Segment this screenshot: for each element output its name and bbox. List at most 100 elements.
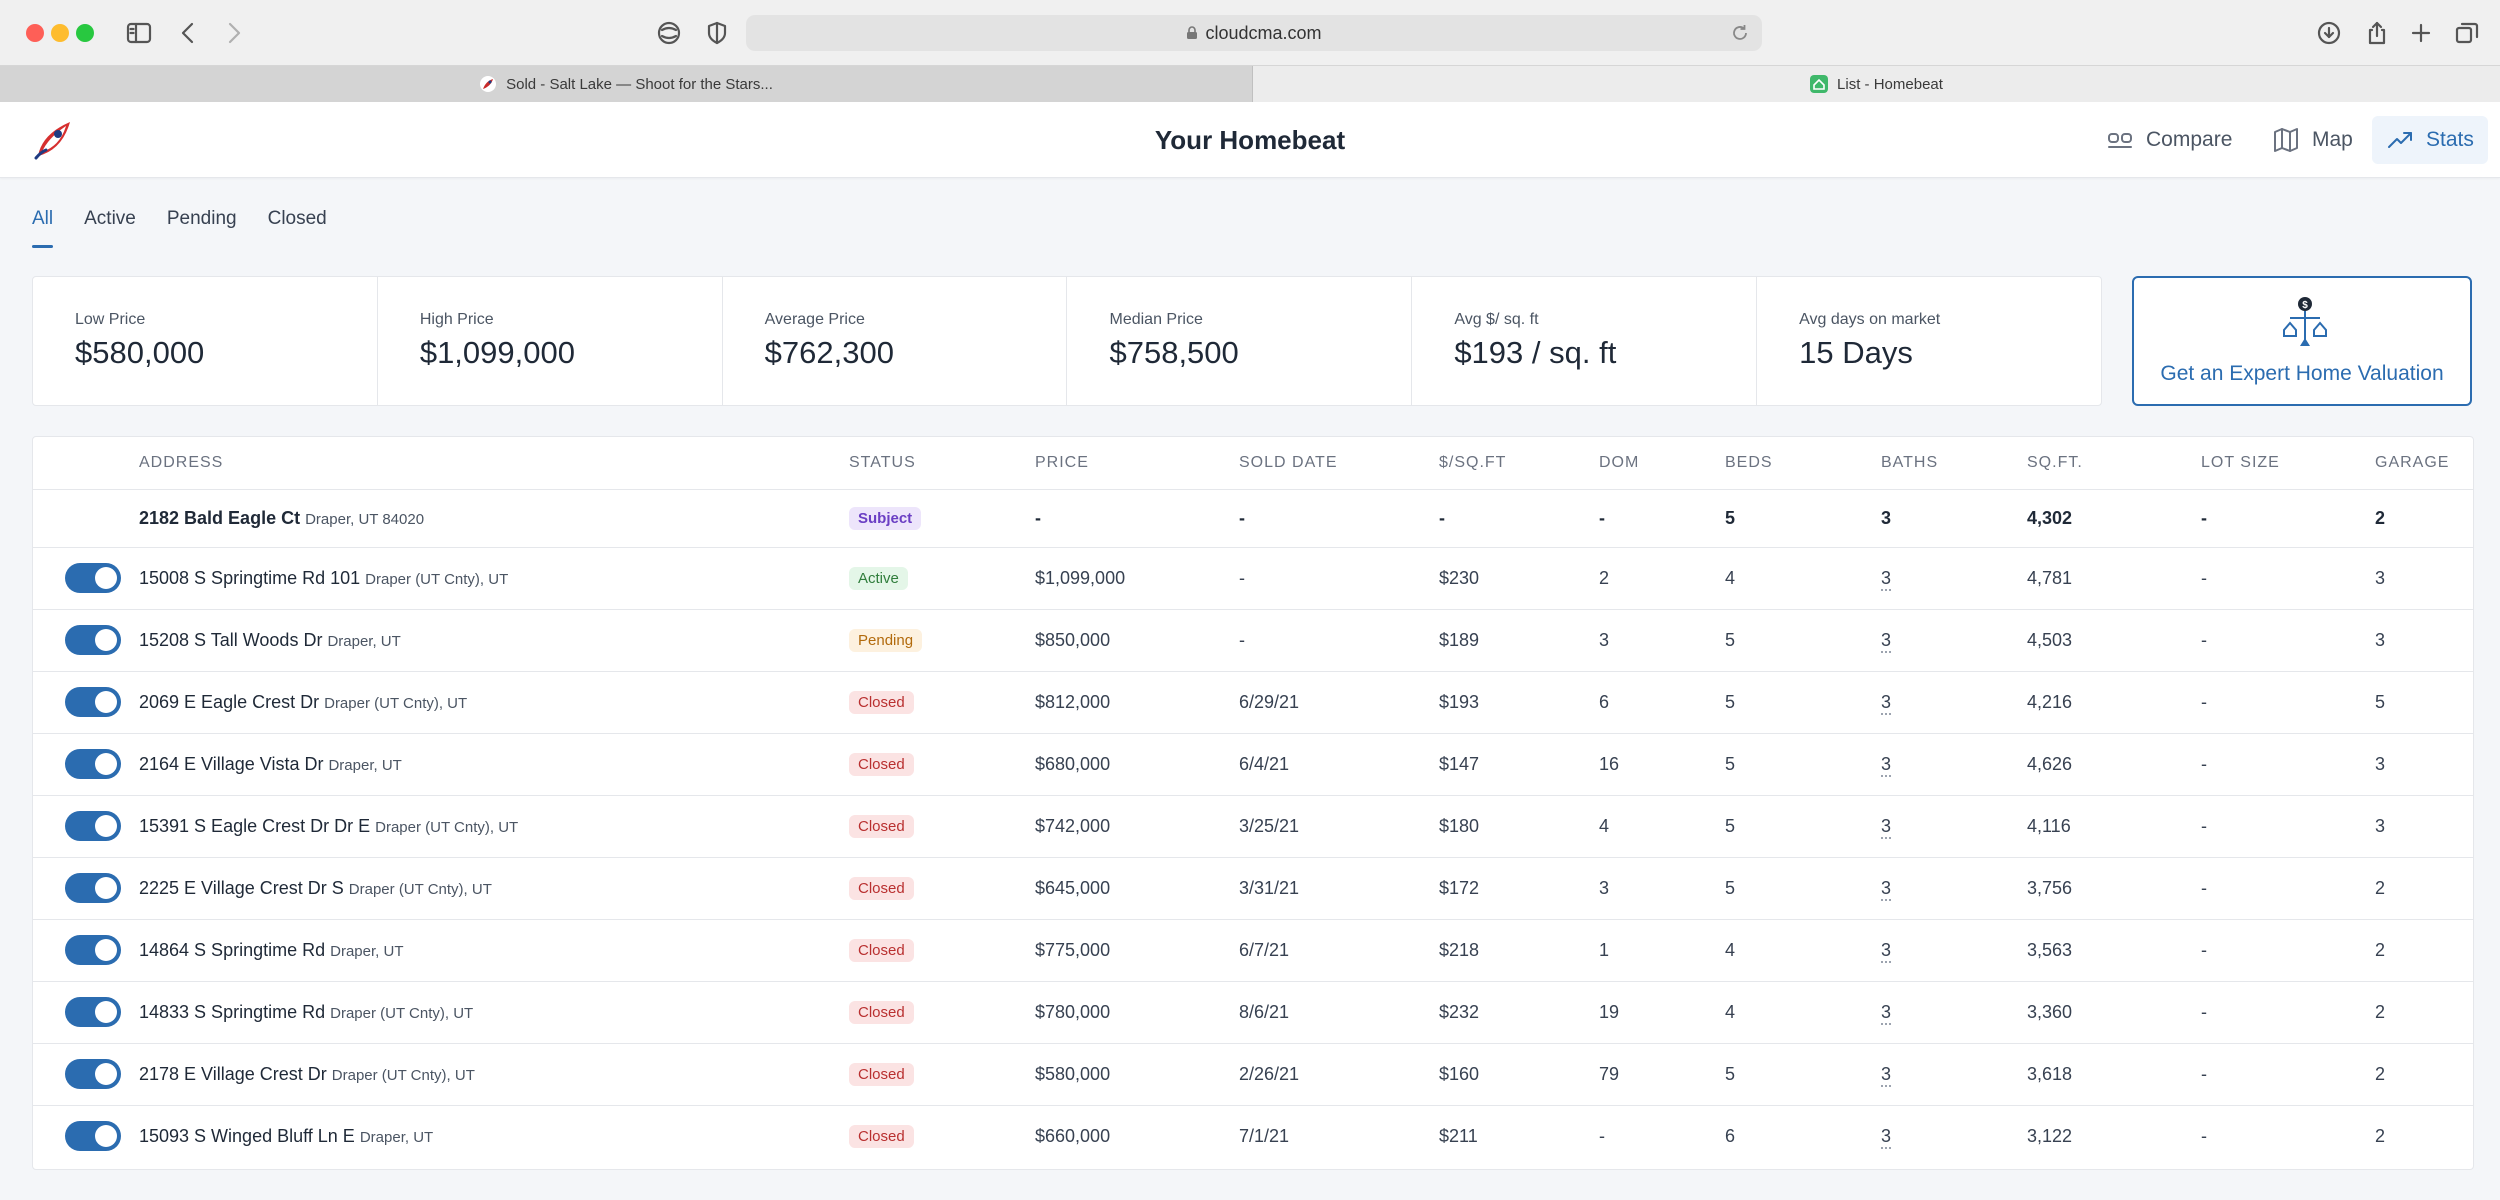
include-comp-toggle[interactable] bbox=[65, 935, 121, 965]
browser-tab-sold[interactable]: Sold - Salt Lake — Shoot for the Stars..… bbox=[0, 66, 1253, 102]
privacy-report-icon[interactable] bbox=[652, 16, 686, 50]
include-comp-toggle[interactable] bbox=[65, 997, 121, 1027]
address-cell[interactable]: 14864 S Springtime Rd Draper, UT bbox=[139, 919, 849, 982]
stats-button[interactable]: Stats bbox=[2372, 116, 2488, 164]
table-row[interactable]: 15008 S Springtime Rd 101 Draper (UT Cnt… bbox=[33, 547, 2473, 610]
baths-value[interactable]: 3 bbox=[1881, 1001, 1892, 1025]
trending-up-icon bbox=[2388, 132, 2412, 148]
header-beds[interactable]: BEDS bbox=[1725, 437, 1881, 490]
header-sold-date[interactable]: SOLD DATE bbox=[1239, 437, 1439, 490]
address-cell[interactable]: 14833 S Springtime Rd Draper (UT Cnty), … bbox=[139, 981, 849, 1044]
table-row[interactable]: 2164 E Village Vista Dr Draper, UT Closed… bbox=[33, 733, 2473, 796]
include-comp-toggle[interactable] bbox=[65, 563, 121, 593]
address-cell[interactable]: 15008 S Springtime Rd 101 Draper (UT Cnt… bbox=[139, 547, 849, 610]
address-street[interactable]: 15008 S Springtime Rd 101 bbox=[139, 567, 361, 588]
header-sqft[interactable]: SQ.FT. bbox=[2027, 437, 2201, 490]
zoom-window-button[interactable] bbox=[76, 24, 94, 42]
status-badge: Pending bbox=[849, 628, 923, 652]
back-icon[interactable] bbox=[172, 16, 206, 50]
sqft-cell: 3,618 bbox=[2027, 1043, 2201, 1106]
table-row[interactable]: 14864 S Springtime Rd Draper, UT Closed $7… bbox=[33, 919, 2473, 982]
header-dom[interactable]: DOM bbox=[1599, 437, 1725, 490]
address-street[interactable]: 2069 E Eagle Crest Dr bbox=[139, 691, 320, 712]
address-cell[interactable]: 15208 S Tall Woods Dr Draper, UT bbox=[139, 609, 849, 672]
map-button[interactable]: Map bbox=[2258, 116, 2367, 164]
header-price-per-sqft[interactable]: $/SQ.FT bbox=[1439, 437, 1599, 490]
share-icon[interactable] bbox=[2360, 16, 2394, 50]
app-header: Your Homebeat Compare Map Stats bbox=[0, 102, 2500, 178]
status-cell: Closed bbox=[849, 795, 1035, 858]
address-cell[interactable]: 2178 E Village Crest Dr Draper (UT Cnty)… bbox=[139, 1043, 849, 1106]
reload-icon[interactable] bbox=[1730, 23, 1750, 43]
include-comp-toggle[interactable] bbox=[65, 749, 121, 779]
dom-cell: - bbox=[1599, 489, 1725, 548]
baths-value[interactable]: 3 bbox=[1881, 691, 1892, 715]
baths-value[interactable]: 3 bbox=[1881, 815, 1892, 839]
downloads-icon[interactable] bbox=[2312, 16, 2346, 50]
include-comp-toggle[interactable] bbox=[65, 1121, 121, 1152]
table-row[interactable]: 2225 E Village Crest Dr S Draper (UT Cnt… bbox=[33, 857, 2473, 920]
baths-value[interactable]: 3 bbox=[1881, 1063, 1892, 1087]
address-street[interactable]: 2164 E Village Vista Dr bbox=[139, 753, 324, 774]
close-window-button[interactable] bbox=[26, 24, 44, 42]
include-comp-toggle[interactable] bbox=[65, 1059, 121, 1089]
sidebar-toggle-icon[interactable] bbox=[122, 16, 156, 50]
baths-value[interactable]: 3 bbox=[1881, 877, 1892, 901]
address-cell[interactable]: 2164 E Village Vista Dr Draper, UT bbox=[139, 733, 849, 796]
table-row[interactable]: 2182 Bald Eagle Ct Draper, UT 84020 Subje… bbox=[33, 489, 2473, 548]
address-cell[interactable]: 15093 S Winged Bluff Ln E Draper, UT bbox=[139, 1105, 849, 1167]
expert-valuation-button[interactable]: $ Get an Expert Home Valuation bbox=[2132, 276, 2472, 406]
header-garage[interactable]: GARAGE bbox=[2375, 437, 2473, 490]
address-cell[interactable]: 2225 E Village Crest Dr S Draper (UT Cnt… bbox=[139, 857, 849, 920]
address-cell[interactable]: 2182 Bald Eagle Ct Draper, UT 84020 bbox=[139, 489, 849, 548]
address-street[interactable]: 15208 S Tall Woods Dr bbox=[139, 629, 323, 650]
baths-value[interactable]: 3 bbox=[1881, 753, 1892, 777]
include-comp-toggle[interactable] bbox=[65, 811, 121, 841]
new-tab-icon[interactable] bbox=[2404, 16, 2438, 50]
forward-icon[interactable] bbox=[216, 16, 250, 50]
shield-icon[interactable] bbox=[700, 16, 734, 50]
table-row[interactable]: 2178 E Village Crest Dr Draper (UT Cnty)… bbox=[33, 1043, 2473, 1106]
include-comp-toggle[interactable] bbox=[65, 625, 121, 655]
tab-closed[interactable]: Closed bbox=[267, 208, 327, 229]
address-street[interactable]: 2178 E Village Crest Dr bbox=[139, 1063, 327, 1084]
table-row[interactable]: 2069 E Eagle Crest Dr Draper (UT Cnty), … bbox=[33, 671, 2473, 734]
baths-value[interactable]: 3 bbox=[1881, 567, 1892, 591]
compare-button[interactable]: Compare bbox=[2092, 116, 2246, 164]
address-city: Draper (UT Cnty), UT bbox=[324, 694, 468, 712]
address-street[interactable]: 2182 Bald Eagle Ct bbox=[139, 507, 301, 528]
table-row[interactable]: 15391 S Eagle Crest Dr Dr E Draper (UT C… bbox=[33, 795, 2473, 858]
baths-value[interactable]: 3 bbox=[1881, 629, 1892, 653]
address-cell[interactable]: 15391 S Eagle Crest Dr Dr E Draper (UT C… bbox=[139, 795, 849, 858]
table-row[interactable]: 15093 S Winged Bluff Ln E Draper, UT Clos… bbox=[33, 1105, 2473, 1167]
tab-pending[interactable]: Pending bbox=[166, 208, 237, 229]
tab-active[interactable]: Active bbox=[84, 208, 136, 229]
include-comp-toggle[interactable] bbox=[65, 687, 121, 717]
header-lot-size[interactable]: LOT SIZE bbox=[2201, 437, 2375, 490]
price-cell: $1,099,000 bbox=[1035, 547, 1239, 610]
beds-cell: 5 bbox=[1725, 795, 1881, 858]
header-address[interactable]: ADDRESS bbox=[139, 437, 849, 490]
address-street[interactable]: 15093 S Winged Bluff Ln E bbox=[139, 1125, 355, 1146]
baths-value[interactable]: 3 bbox=[1881, 1125, 1892, 1149]
stat-avg-days-on-market: Avg days on market 15 Days bbox=[1757, 277, 2101, 405]
minimize-window-button[interactable] bbox=[51, 24, 69, 42]
table-row[interactable]: 15208 S Tall Woods Dr Draper, UT Pending $… bbox=[33, 609, 2473, 672]
include-comp-toggle[interactable] bbox=[65, 873, 121, 903]
tab-overview-icon[interactable] bbox=[2450, 16, 2484, 50]
address-street[interactable]: 15391 S Eagle Crest Dr Dr E bbox=[139, 815, 371, 836]
address-bar[interactable]: cloudcma.com bbox=[746, 15, 1762, 51]
address-street[interactable]: 14833 S Springtime Rd bbox=[139, 1001, 326, 1022]
tab-all[interactable]: All bbox=[32, 208, 54, 248]
header-baths[interactable]: BATHS bbox=[1881, 437, 2027, 490]
table-row[interactable]: 14833 S Springtime Rd Draper (UT Cnty), … bbox=[33, 981, 2473, 1044]
rocket-logo-icon[interactable] bbox=[32, 116, 78, 162]
address-street[interactable]: 14864 S Springtime Rd bbox=[139, 939, 326, 960]
header-price[interactable]: PRICE bbox=[1035, 437, 1239, 490]
price-per-sqft-cell: $193 bbox=[1439, 671, 1599, 734]
address-street[interactable]: 2225 E Village Crest Dr S bbox=[139, 877, 344, 898]
address-cell[interactable]: 2069 E Eagle Crest Dr Draper (UT Cnty), … bbox=[139, 671, 849, 734]
header-status[interactable]: STATUS bbox=[849, 437, 1035, 490]
baths-value[interactable]: 3 bbox=[1881, 939, 1892, 963]
browser-tab-homebeat[interactable]: List - Homebeat bbox=[1253, 66, 2500, 102]
